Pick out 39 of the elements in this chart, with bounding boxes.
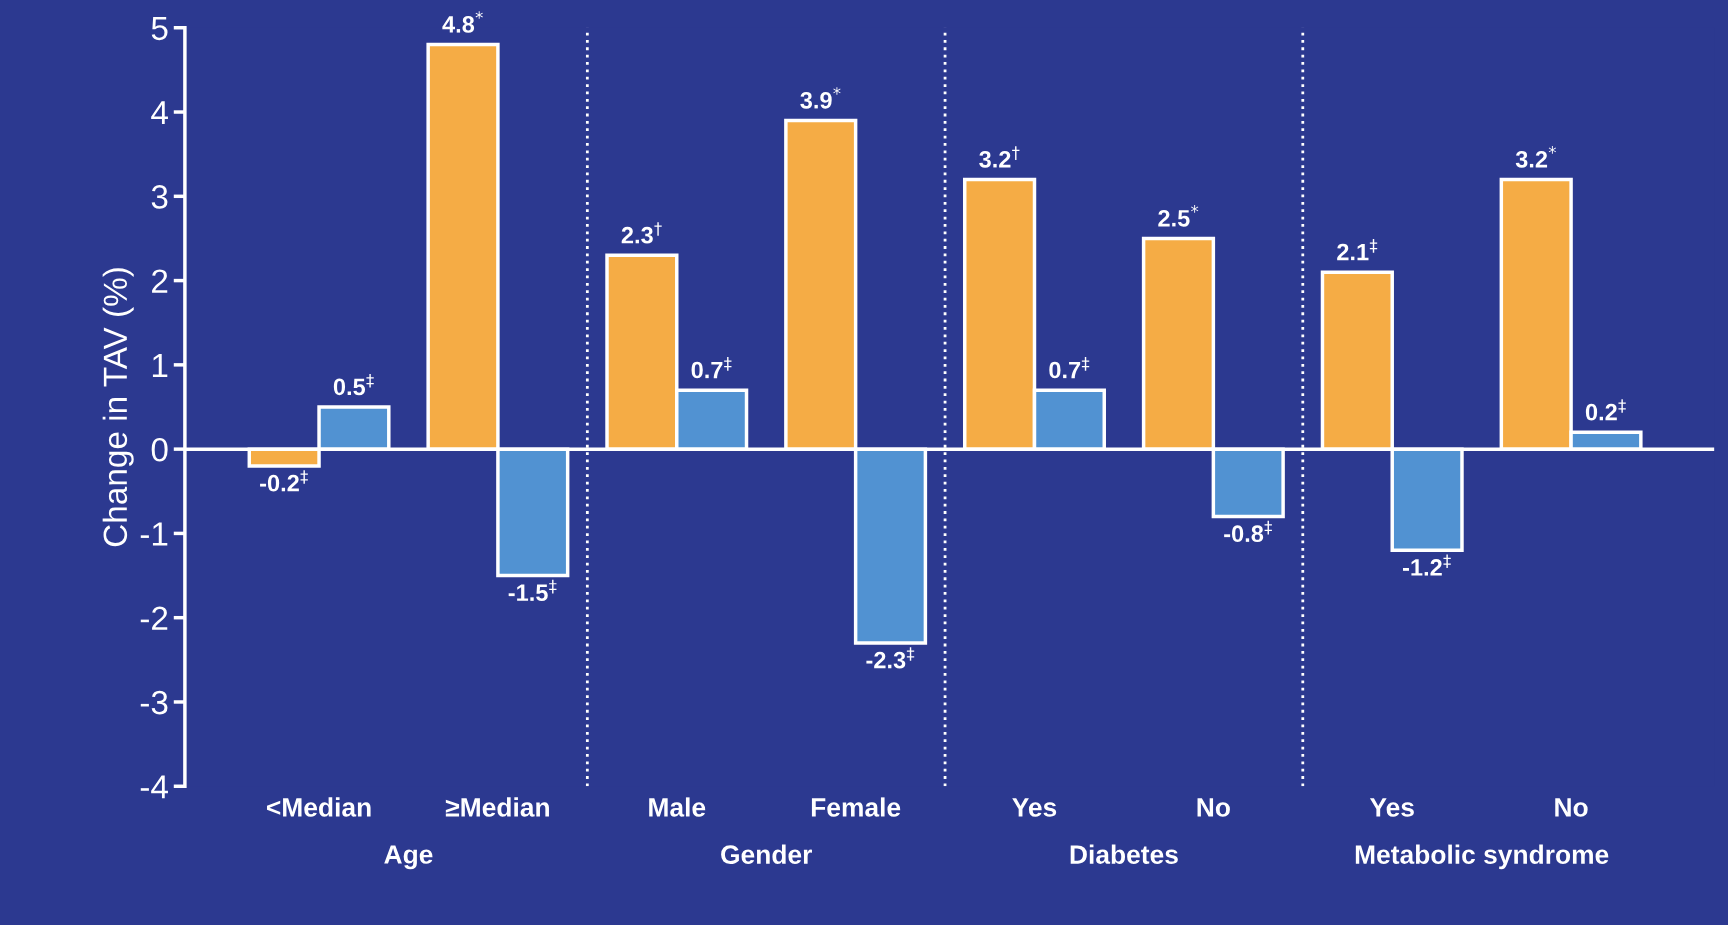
data-label: 0.5$^{‡}$	[333, 373, 374, 396]
data-label: -1.5$^{‡}$	[508, 579, 557, 602]
data-label: 3.2$^{*}$	[1515, 146, 1557, 168]
x-tick-label: <Median	[267, 797, 371, 817]
data-label: 3.2$^{†}$	[979, 146, 1020, 168]
y-tick-label: 2	[152, 269, 168, 293]
x-tick-label: Male	[649, 797, 706, 817]
y-tick-label: -3	[140, 690, 168, 715]
y-tick-label: -4	[140, 775, 168, 799]
data-label: 0.7$^{‡}$	[691, 357, 732, 379]
y-axis-title: Change in TAV (%)	[102, 268, 134, 547]
x-tick-label: No	[1197, 798, 1230, 817]
x-tick-label: Yes	[1369, 798, 1414, 817]
y-tick-label: 0	[151, 437, 168, 462]
y-tick-label: -1	[140, 522, 168, 546]
y-tick-label: -2	[140, 606, 168, 630]
text: Age	[384, 845, 433, 870]
x-tick-label: Yes	[1012, 798, 1057, 817]
data-label: 2.3$^{†}$	[621, 222, 662, 244]
data-label: 2.5$^{*}$	[1158, 205, 1199, 227]
data-label: 3.9$^{*}$	[800, 87, 841, 109]
data-label: 2.1$^{‡}$	[1337, 239, 1378, 261]
text: Metabolic syndrome	[1355, 844, 1609, 870]
x-tick-label: ≥Median	[445, 797, 549, 817]
data-label: -0.8$^{‡}$	[1224, 520, 1272, 543]
y-tick-label: 3	[151, 185, 168, 209]
y-tick-label: 4	[151, 101, 168, 125]
text: Gender	[721, 844, 812, 864]
x-tick-label: Female	[811, 797, 901, 817]
y-tick-label: 5	[151, 16, 168, 41]
data-label: -1.2$^{‡}$	[1403, 554, 1451, 576]
data-label: 4.8$^{*}$	[442, 11, 483, 33]
x-tick-label: No	[1555, 798, 1588, 817]
y-tick-label: 1	[152, 354, 168, 377]
text: Diabetes	[1070, 844, 1178, 864]
data-label: 0.7$^{‡}$	[1049, 357, 1090, 379]
data-label: -0.2$^{‡}$	[260, 470, 308, 492]
data-label: -2.3$^{‡}$	[866, 647, 915, 669]
data-label: 0.2$^{‡}$	[1585, 399, 1626, 421]
